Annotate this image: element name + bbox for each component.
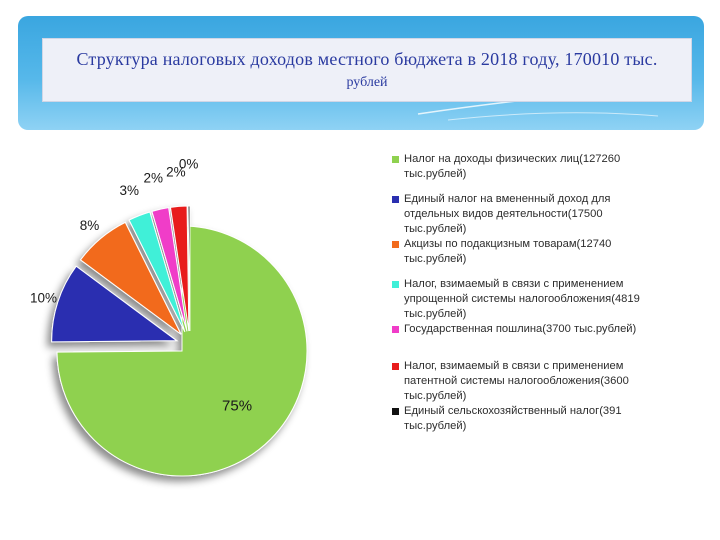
legend-color-marker xyxy=(392,281,399,288)
pie-chart: 75%10%8%3%2% 2%0% xyxy=(30,157,308,477)
legend-item: Единый налог на вмененный доход для отдел… xyxy=(392,192,682,237)
pie-slice xyxy=(56,225,308,477)
legend-item: Налог на доходы физических лиц(127260 тыс… xyxy=(392,152,682,182)
slice-percent-label: 10% xyxy=(30,290,57,305)
pie-slices xyxy=(51,205,308,477)
slice-percent-label: 0% xyxy=(179,157,199,172)
legend-color-marker xyxy=(392,196,399,203)
legend-text-line: упрощенной системы налогообложения(4819 xyxy=(404,293,640,305)
pie-slice xyxy=(187,205,191,332)
legend-text-line: Налог, взимаемый в связи с применением xyxy=(404,278,624,290)
slice-percent-label: 75% xyxy=(222,398,252,415)
page-title: Структура налоговых доходов местного бюд… xyxy=(76,49,658,69)
legend-text-line: тыс.рублей) xyxy=(404,253,467,265)
legend: Налог на доходы физических лиц(127260 тыс… xyxy=(392,152,682,434)
legend-item: Государственная пошлина(3700 тыс.рублей) xyxy=(392,322,682,337)
pie-slice xyxy=(79,221,182,335)
page-title-continued: рублей xyxy=(346,75,388,90)
pie-labels: 75%10%8%3%2% 2%0% xyxy=(30,157,252,415)
legend-text-line: Налог на доходы физических лиц(127260 xyxy=(404,153,621,165)
legend-text-line: Акцизы по подакцизным товарам(12740 xyxy=(404,238,612,250)
legend-text-line: тыс.рублей) xyxy=(404,420,467,432)
pie-slice xyxy=(151,207,188,332)
slice-percent-label: 2% xyxy=(166,165,186,180)
legend-text-line: Государственная пошлина(3700 тыс.рублей) xyxy=(404,323,637,335)
legend-text-line: патентной системы налогообложения(3600 xyxy=(404,375,629,387)
slice-percent-label: 8% xyxy=(80,218,100,233)
legend-item: Налог, взимаемый в связи с применением па… xyxy=(392,359,682,404)
legend-text-line: отдельных видов деятельности(17500 xyxy=(404,208,603,220)
legend-text-line: Единый налог на вмененный доход для xyxy=(404,193,611,205)
legend-text-line: Налог, взимаемый в связи с применением xyxy=(404,360,624,372)
legend-color-marker xyxy=(392,156,399,163)
legend-text-line: Единый сельскохозяйственный налог(391 xyxy=(404,405,622,417)
legend-color-marker xyxy=(392,363,399,370)
title-panel: Структура налоговых доходов местного бюд… xyxy=(42,38,692,102)
legend-color-marker xyxy=(392,408,399,415)
pie-slice xyxy=(51,265,179,343)
legend-text-line: тыс.рублей) xyxy=(404,308,467,320)
legend-item: Акцизы по подакцизным товарам(12740 тыс.р… xyxy=(392,237,682,267)
legend-text-line: тыс.рублей) xyxy=(404,168,467,180)
legend-item: Единый сельскохозяйственный налог(391 тыс… xyxy=(392,404,682,434)
legend-text-line: тыс.рублей) xyxy=(404,223,467,235)
legend-text-line: тыс.рублей) xyxy=(404,390,467,402)
pie-slice xyxy=(169,205,190,332)
pie-slice xyxy=(128,211,186,333)
legend-item: Налог, взимаемый в связи с применением уп… xyxy=(392,277,682,322)
legend-color-marker xyxy=(392,326,399,333)
slice-percent-label: 2% xyxy=(144,170,164,185)
legend-color-marker xyxy=(392,241,399,248)
slice-percent-label: 3% xyxy=(120,183,140,198)
